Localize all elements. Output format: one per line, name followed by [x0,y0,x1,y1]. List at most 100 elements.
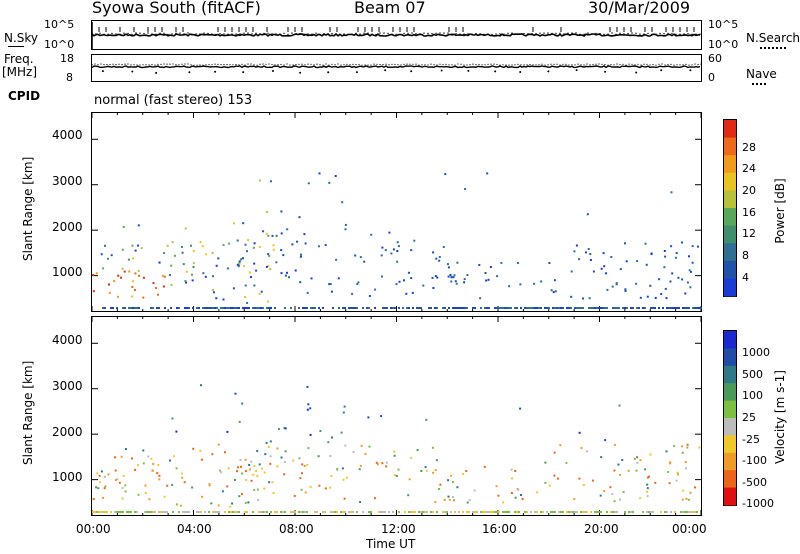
nsearch-point [147,32,149,34]
velocity-cell [244,458,247,461]
power-ground-cell [534,307,536,309]
power-cell [252,246,255,249]
velocity-ground-cell [536,511,538,513]
velocity-ground-cell [270,511,272,513]
power-cell [184,280,187,282]
power-ground-cell [274,307,276,309]
power-cell [606,288,609,291]
velocity-ground-cell [610,511,612,513]
power-cell [222,243,225,246]
nsearch-point [275,33,277,35]
velocity-cell [283,427,286,430]
power-cell [171,241,174,244]
nave-point [448,64,450,66]
velocity-cell [238,495,241,498]
nave-point [220,64,222,66]
power-cell [211,289,214,292]
cpid-label: CPID [8,89,41,103]
nave-point [529,64,531,66]
nave-point [574,64,576,66]
power-cell [611,285,614,288]
power-ground-cell [506,307,508,309]
nave-point [139,64,141,66]
power-ground-cell [236,307,238,309]
power-ground-cell [466,307,468,309]
power-ground-cell [398,307,400,309]
velocity-ground-cell [324,511,326,513]
power-cell [238,261,240,264]
nave-point [592,63,594,66]
power-cell [456,261,459,264]
nsearch-point [495,33,497,35]
power-cell [267,234,270,237]
power-cell [272,248,275,251]
nsearch-point [563,33,565,35]
nave-point [223,64,225,66]
power-cell [157,293,159,296]
velocity-ground-cell [148,511,150,513]
nave-point [628,63,630,65]
velocity-ground-cell [562,511,564,513]
velocity-ground-cell [186,511,188,513]
nave-point [208,64,210,66]
velocity-ground-cell [146,511,148,513]
velocity-cell [517,488,520,491]
velocity-ground-cell [304,511,306,513]
velocity-cell [342,478,345,481]
vel-cbar-tick-25: 25 [742,411,756,424]
freq-tick-bottom: 8 [66,71,73,84]
power-cell [398,280,401,283]
nsearch-point [387,32,389,35]
power-cell [192,250,195,253]
nsearch-point [195,33,197,35]
velocity-ground-cell [92,511,94,513]
power-cell [669,280,672,283]
nsearch-point [451,33,453,35]
power-cell [170,264,173,267]
power-cell [396,260,399,263]
power-ground-cell [614,307,616,309]
power-cell [548,262,551,264]
power-cell [121,248,124,251]
nave-point [640,64,642,66]
power-cell [300,253,302,256]
power-ground-cell [642,307,644,309]
power-cell [140,247,143,250]
nsearch-point [603,33,605,36]
power-cell [128,270,131,273]
power-cell [610,256,613,258]
velocity-ground-cell [616,511,618,513]
nsearch-point [439,32,441,34]
nave-point [172,63,174,65]
velocity-cell [580,447,583,449]
nsearch-point [375,33,377,36]
power-ground-cell [198,307,200,309]
velocity-ground-cell [356,511,358,513]
velocity-cell [301,472,303,475]
power-ground-cell [270,307,272,309]
velocity-cell [255,469,258,472]
power-cell [107,257,109,260]
power-cell [552,291,555,294]
nsearch-point [351,33,353,35]
velocity-ground-cell [474,511,476,513]
power-ground-cell [384,307,386,309]
nave-point [331,63,333,65]
vel-cbar-tick-m1000: -1000 [742,497,774,510]
power-cell [635,282,638,285]
velocity-cell [330,475,333,478]
nave-point [103,64,105,66]
nsearch-point [587,32,589,34]
power-cell [487,278,490,281]
power-cell [370,233,373,236]
velocity-ground-cell [290,511,292,513]
nave-point [484,64,486,66]
velocity-ground-cell [344,511,346,513]
power-ground-cell [700,307,702,309]
nave-point [487,63,489,65]
velocity-cell [336,469,339,472]
power-cell [284,274,287,277]
power-cell [589,253,592,255]
power-cell [192,266,195,268]
velocity-cell [343,497,346,500]
